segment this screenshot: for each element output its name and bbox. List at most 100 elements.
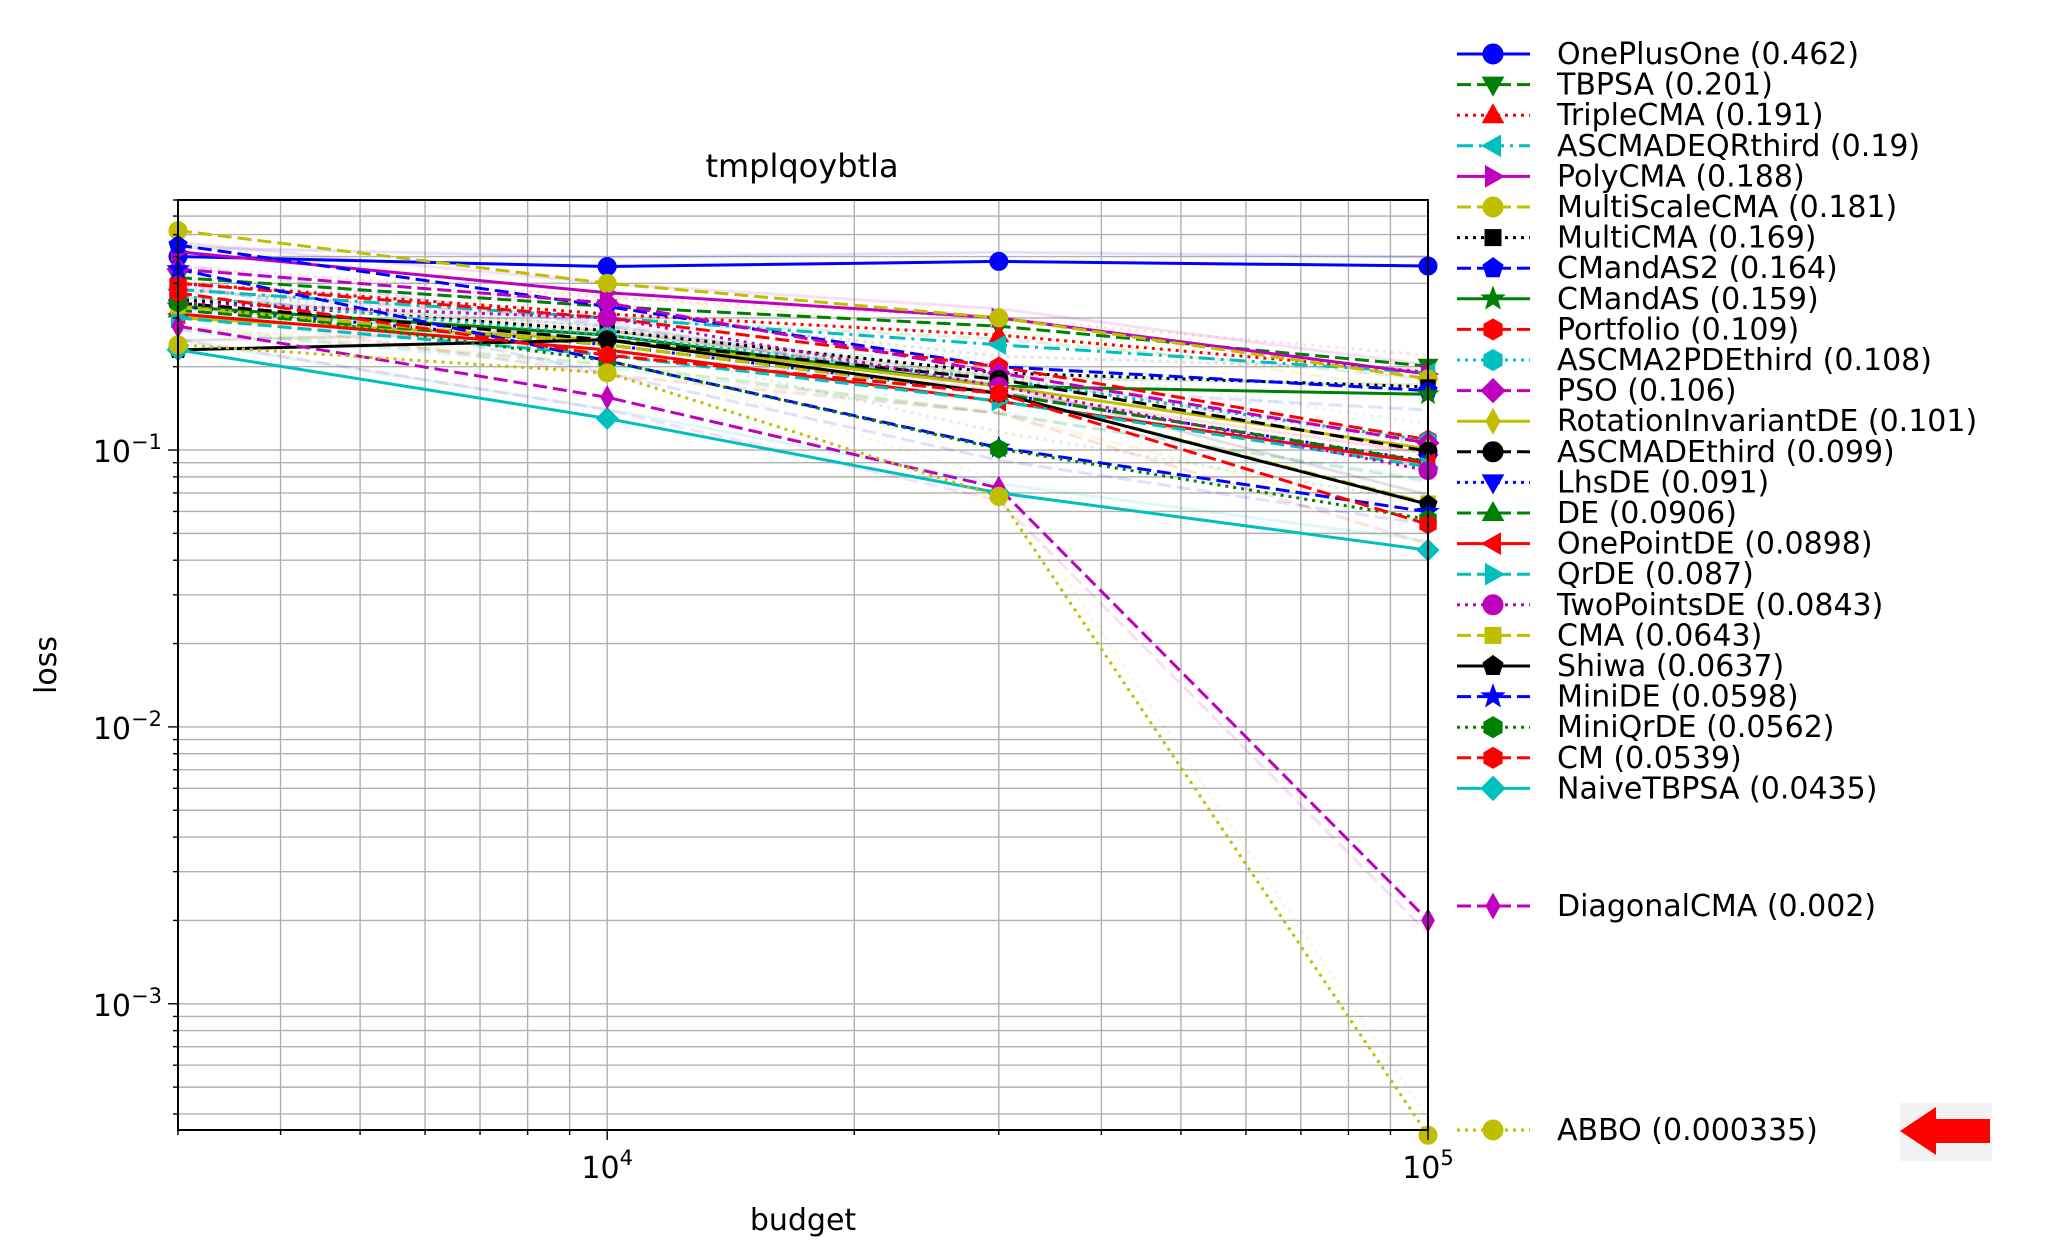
legend-marker: [1481, 474, 1505, 495]
legend-marker: [1485, 562, 1506, 586]
faint-series-line: [177, 329, 1429, 481]
legend-marker: [1485, 892, 1501, 920]
legend-marker: [1484, 626, 1502, 644]
series-line: [177, 250, 1429, 376]
legend-marker: [1482, 1119, 1504, 1141]
legend-entry: MultiCMA (0.169): [1457, 221, 1817, 256]
legend-label: MultiScaleCMA (0.181): [1557, 190, 1897, 225]
series-point: [990, 438, 1008, 459]
legend-entry: OnePlusOne (0.462): [1457, 37, 1859, 72]
legend: OnePlusOne (0.462)TBPSA (0.201)TripleCMA…: [1457, 37, 1977, 1148]
faint-series-line: [177, 241, 1429, 393]
legend-entry: TripleCMA (0.191): [1457, 98, 1824, 133]
series-line: [177, 281, 1429, 442]
legend-label: TwoPointsDE (0.0843): [1556, 588, 1883, 623]
y-tick-label: 10−2: [93, 707, 162, 747]
legend-marker: [1480, 134, 1501, 158]
legend-entry: NaiveTBPSA (0.0435): [1457, 771, 1877, 806]
legend-label: OnePlusOne (0.462): [1557, 37, 1859, 72]
legend-marker: [1483, 746, 1503, 769]
legend-label: MultiCMA (0.169): [1557, 221, 1817, 256]
legend-entry: MiniDE (0.0598): [1457, 680, 1799, 715]
legend-entry: CM (0.0539): [1457, 741, 1742, 776]
faint-series-line: [177, 310, 1429, 546]
series-line: [177, 291, 1429, 526]
legend-marker: [1482, 594, 1504, 616]
series-line: [177, 348, 1429, 552]
legend-label: CMA (0.0643): [1557, 618, 1762, 653]
legend-marker: [1480, 285, 1506, 310]
legend-marker: [1480, 377, 1506, 404]
series-line: [177, 255, 1429, 269]
legend-entry: CMA (0.0643): [1457, 618, 1762, 653]
faint-series-line: [177, 295, 1429, 387]
legend-entry: MultiScaleCMA (0.181): [1457, 190, 1897, 225]
series-point: [597, 273, 617, 293]
legend-label: Shiwa (0.0637): [1557, 649, 1784, 684]
series-line: [177, 343, 1430, 1137]
legend-entry: QrDE (0.087): [1457, 557, 1754, 592]
legend-entry: PolyCMA (0.188): [1457, 159, 1805, 194]
legend-label: QrDE (0.087): [1557, 557, 1754, 592]
legend-entry: LhsDE (0.091): [1457, 465, 1769, 500]
series-point: [989, 251, 1009, 271]
legend-entry: DE (0.0906): [1457, 496, 1737, 531]
legend-label: TripleCMA (0.191): [1556, 98, 1824, 133]
series-point: [595, 406, 619, 431]
faint-series-line: [177, 288, 1429, 381]
legend-marker: [1484, 229, 1502, 247]
series-line: [177, 294, 1429, 443]
y-axis-label: loss: [29, 636, 64, 694]
series-line: [177, 316, 1429, 469]
legend-entry: TwoPointsDE (0.0843): [1457, 588, 1883, 623]
legend-label: DiagonalCMA (0.002): [1557, 889, 1876, 924]
legend-marker: [1482, 257, 1504, 278]
faint-series-line: [177, 339, 1429, 543]
y-tick-label: 10−1: [93, 430, 162, 470]
legend-marker: [1481, 103, 1505, 124]
legend-marker: [1481, 500, 1505, 521]
legend-marker: [1483, 318, 1503, 341]
x-axis-label: budget: [750, 1203, 857, 1238]
legend-label: CM (0.0539): [1557, 741, 1742, 776]
legend-entry: MiniQrDE (0.0562): [1457, 710, 1835, 745]
legend-entry: RotationInvariantDE (0.101): [1457, 404, 1977, 439]
plot-frame: [177, 199, 1429, 1131]
legend-entry: ASCMADEthird (0.099): [1457, 435, 1895, 470]
legend-marker: [1482, 196, 1504, 218]
chart-title: tmplqoybtla: [705, 147, 898, 185]
faint-series-line: [177, 326, 1430, 1120]
series-point: [597, 363, 617, 383]
legend-entry: CMandAS2 (0.164): [1457, 251, 1838, 286]
legend-marker: [1480, 532, 1501, 555]
legend-label: ASCMADEthird (0.099): [1557, 435, 1895, 470]
legend-marker: [1480, 775, 1506, 802]
series-line: [177, 229, 1429, 381]
legend-marker: [1482, 43, 1504, 65]
faint-series-line: [177, 324, 1429, 525]
series-line: [177, 301, 1429, 453]
legend-marker: [1482, 654, 1504, 675]
series-point: [989, 308, 1009, 328]
legend-entry: ASCMADEQRthird (0.19): [1457, 129, 1920, 164]
x-tick-label: 104: [581, 1146, 633, 1186]
faint-series-line: [177, 277, 1429, 426]
legend-label: NaiveTBPSA (0.0435): [1557, 771, 1877, 806]
legend-label: Portfolio (0.109): [1557, 312, 1799, 347]
legend-label: ABBO (0.000335): [1557, 1113, 1818, 1148]
faint-series-line: [177, 263, 1429, 412]
legend-entry: CMandAS (0.159): [1457, 282, 1819, 317]
highlight-arrow: [1900, 1103, 1992, 1161]
legend-entry: OnePointDE (0.0898): [1457, 527, 1873, 562]
series-point: [598, 345, 616, 366]
series-line: [177, 281, 1429, 374]
series-point: [990, 383, 1008, 404]
legend-marker: [1480, 683, 1506, 708]
legend-entry: DiagonalCMA (0.002): [1457, 889, 1876, 924]
series-line: [177, 288, 1429, 375]
legend-entry: ABBO (0.000335): [1457, 1113, 1818, 1148]
legend-label: OnePointDE (0.0898): [1557, 527, 1873, 562]
series-point: [597, 308, 617, 328]
series-line: [177, 301, 1429, 521]
